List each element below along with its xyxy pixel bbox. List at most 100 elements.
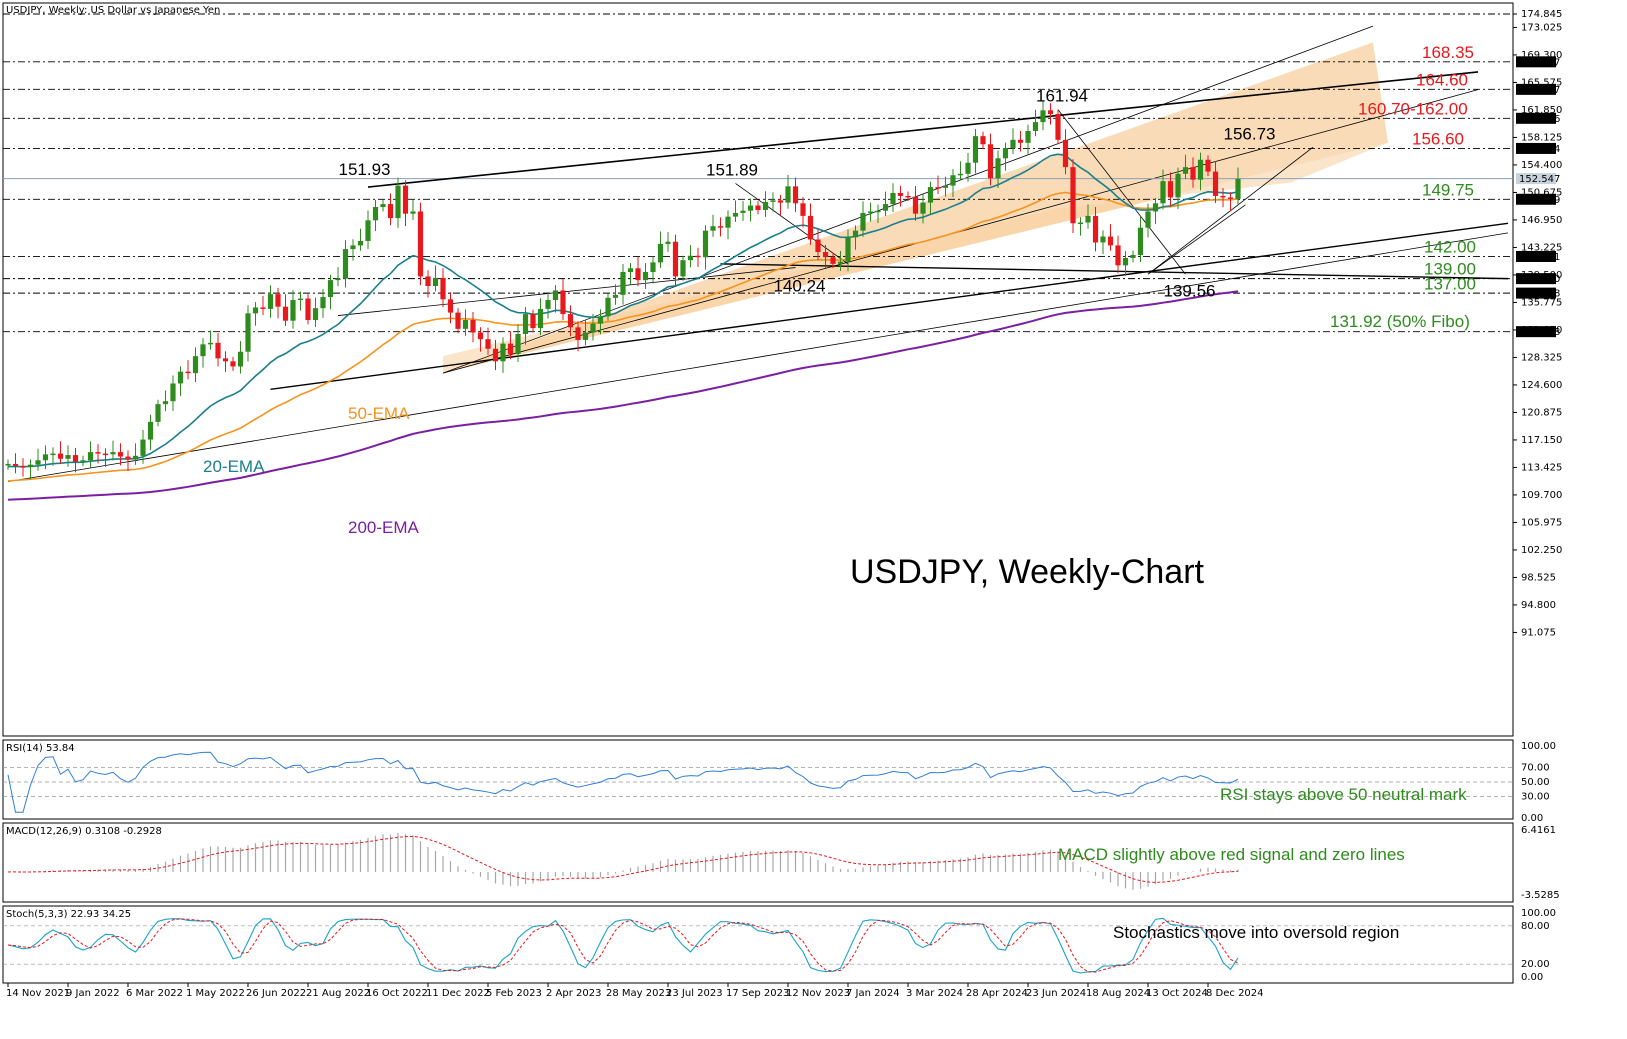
price-tag-bg-6 xyxy=(1516,250,1556,262)
candle-body-60 xyxy=(455,312,461,329)
candle-body-54 xyxy=(410,211,416,214)
candle-body-142 xyxy=(1070,167,1076,224)
price-tick-label-6: 154.400 xyxy=(1521,160,1562,171)
candle-body-15 xyxy=(117,452,124,457)
candle-body-53 xyxy=(402,185,409,214)
candle-body-159 xyxy=(1197,159,1204,180)
candle-body-41 xyxy=(312,308,319,320)
candle-body-25 xyxy=(192,356,199,374)
price-tag-3: 156.634 xyxy=(1519,144,1560,155)
candle-body-128 xyxy=(965,162,971,174)
candle-body-88 xyxy=(665,241,671,244)
price-tag-bg-4 xyxy=(1516,173,1556,185)
trendline-4 xyxy=(337,267,796,316)
candle-body-2 xyxy=(20,466,26,468)
candle-body-98 xyxy=(740,210,746,213)
price-tag-0: 168.367 xyxy=(1519,57,1560,68)
candle-body-116 xyxy=(875,210,881,213)
candle-body-91 xyxy=(687,255,694,261)
candle-body-3 xyxy=(27,464,34,467)
price-tag-1: 164.637 xyxy=(1519,85,1560,96)
candle-body-34 xyxy=(260,307,266,309)
price-tag-bg-0 xyxy=(1516,56,1556,68)
price-tick-label-9: 143.225 xyxy=(1521,242,1562,253)
price-tag-7: 139.000 xyxy=(1519,274,1560,285)
level-label-1: 164.60 xyxy=(1416,71,1468,90)
candle-body-71 xyxy=(537,308,544,329)
price-tick-label-19: 105.975 xyxy=(1521,517,1562,528)
candle-body-132 xyxy=(995,158,1001,179)
ema200-label: 200-EMA xyxy=(348,518,420,537)
candle-body-106 xyxy=(800,203,806,216)
candle-body-67 xyxy=(507,343,514,354)
candle-body-135 xyxy=(1017,139,1024,143)
price-tag-6: 142.001 xyxy=(1519,252,1560,263)
candle-body-111 xyxy=(837,261,844,264)
candle-body-99 xyxy=(747,205,754,211)
time-label-7: 11 Dec 2022 xyxy=(426,988,490,999)
candle-body-152 xyxy=(1145,211,1151,228)
candle-body-24 xyxy=(185,371,191,374)
candle-body-96 xyxy=(725,216,731,228)
candle-body-163 xyxy=(1227,197,1234,199)
price-tag-bg-1 xyxy=(1516,83,1556,95)
candle-body-42 xyxy=(320,297,326,309)
candle-body-83 xyxy=(627,268,634,272)
candle-body-120 xyxy=(905,195,911,198)
time-label-2: 6 Mar 2022 xyxy=(126,988,183,999)
swing-label-5: 156.73 xyxy=(1224,125,1276,144)
candle-body-6 xyxy=(50,453,56,456)
candle-body-155 xyxy=(1167,181,1174,198)
price-tag-5: 149.749 xyxy=(1519,195,1560,206)
macd-note: MACD slightly above red signal and zero … xyxy=(1058,845,1405,864)
candle-body-130 xyxy=(980,136,986,145)
price-tag-bg-7 xyxy=(1516,273,1556,285)
candle-body-29 xyxy=(222,358,229,362)
candle-body-26 xyxy=(200,344,206,357)
stoch-panel xyxy=(2,905,1514,984)
price-tick-label-18: 109.700 xyxy=(1521,490,1562,501)
candle-body-31 xyxy=(237,351,244,367)
candle-body-78 xyxy=(590,323,596,333)
candle-body-123 xyxy=(927,187,934,203)
candle-body-39 xyxy=(297,298,304,301)
level-label-3: 156.60 xyxy=(1412,130,1464,149)
price-tag-2: 160.716 xyxy=(1519,114,1560,125)
candle-body-0 xyxy=(5,463,11,466)
candle-body-108 xyxy=(815,239,821,253)
candle-body-150 xyxy=(1130,255,1136,258)
candle-body-113 xyxy=(852,230,859,238)
macd-panel xyxy=(2,822,1514,903)
candle-body-85 xyxy=(642,271,649,281)
candle-body-50 xyxy=(380,204,386,208)
chart-title: USDJPY, Weekly-Chart xyxy=(850,553,1205,591)
candle-body-151 xyxy=(1137,227,1144,256)
candle-body-146 xyxy=(1100,236,1106,243)
candle-body-118 xyxy=(890,192,896,205)
price-axis: 174.845 173.025 169.300 165.575 161.850 158.1… xyxy=(1513,9,1562,638)
stoch-tick-1: 80.00 xyxy=(1521,921,1550,932)
time-label-9: 2 Apr 2023 xyxy=(546,988,601,999)
price-tick-label-13: 128.325 xyxy=(1521,352,1562,363)
candle-body-9 xyxy=(72,455,79,462)
stoch-d-line xyxy=(7,918,1239,973)
ema-lines xyxy=(7,153,1239,501)
price-tick-label-15: 120.875 xyxy=(1521,407,1562,418)
candle-body-47 xyxy=(357,240,364,246)
rsi-note: RSI stays above 50 neutral mark xyxy=(1220,785,1467,804)
level-label-6: 139.00 xyxy=(1424,260,1476,279)
rsi-indicator: 100.00 70.00 50.00 30.00 0.00 xyxy=(3,741,1556,824)
candle-body-154 xyxy=(1160,181,1166,204)
candle-body-82 xyxy=(620,271,626,295)
candle-body-1 xyxy=(12,463,19,467)
candle-body-63 xyxy=(477,332,484,340)
candle-body-94 xyxy=(710,226,716,231)
time-label-18: 18 Aug 2024 xyxy=(1086,988,1150,999)
candle-body-5 xyxy=(42,454,49,461)
price-tag-bg-2 xyxy=(1516,112,1556,124)
candle-body-8 xyxy=(65,455,71,459)
candle-body-56 xyxy=(425,276,431,287)
rsi-tick-1: 70.00 xyxy=(1521,763,1550,774)
swing-label-2: 140.24 xyxy=(774,276,826,295)
